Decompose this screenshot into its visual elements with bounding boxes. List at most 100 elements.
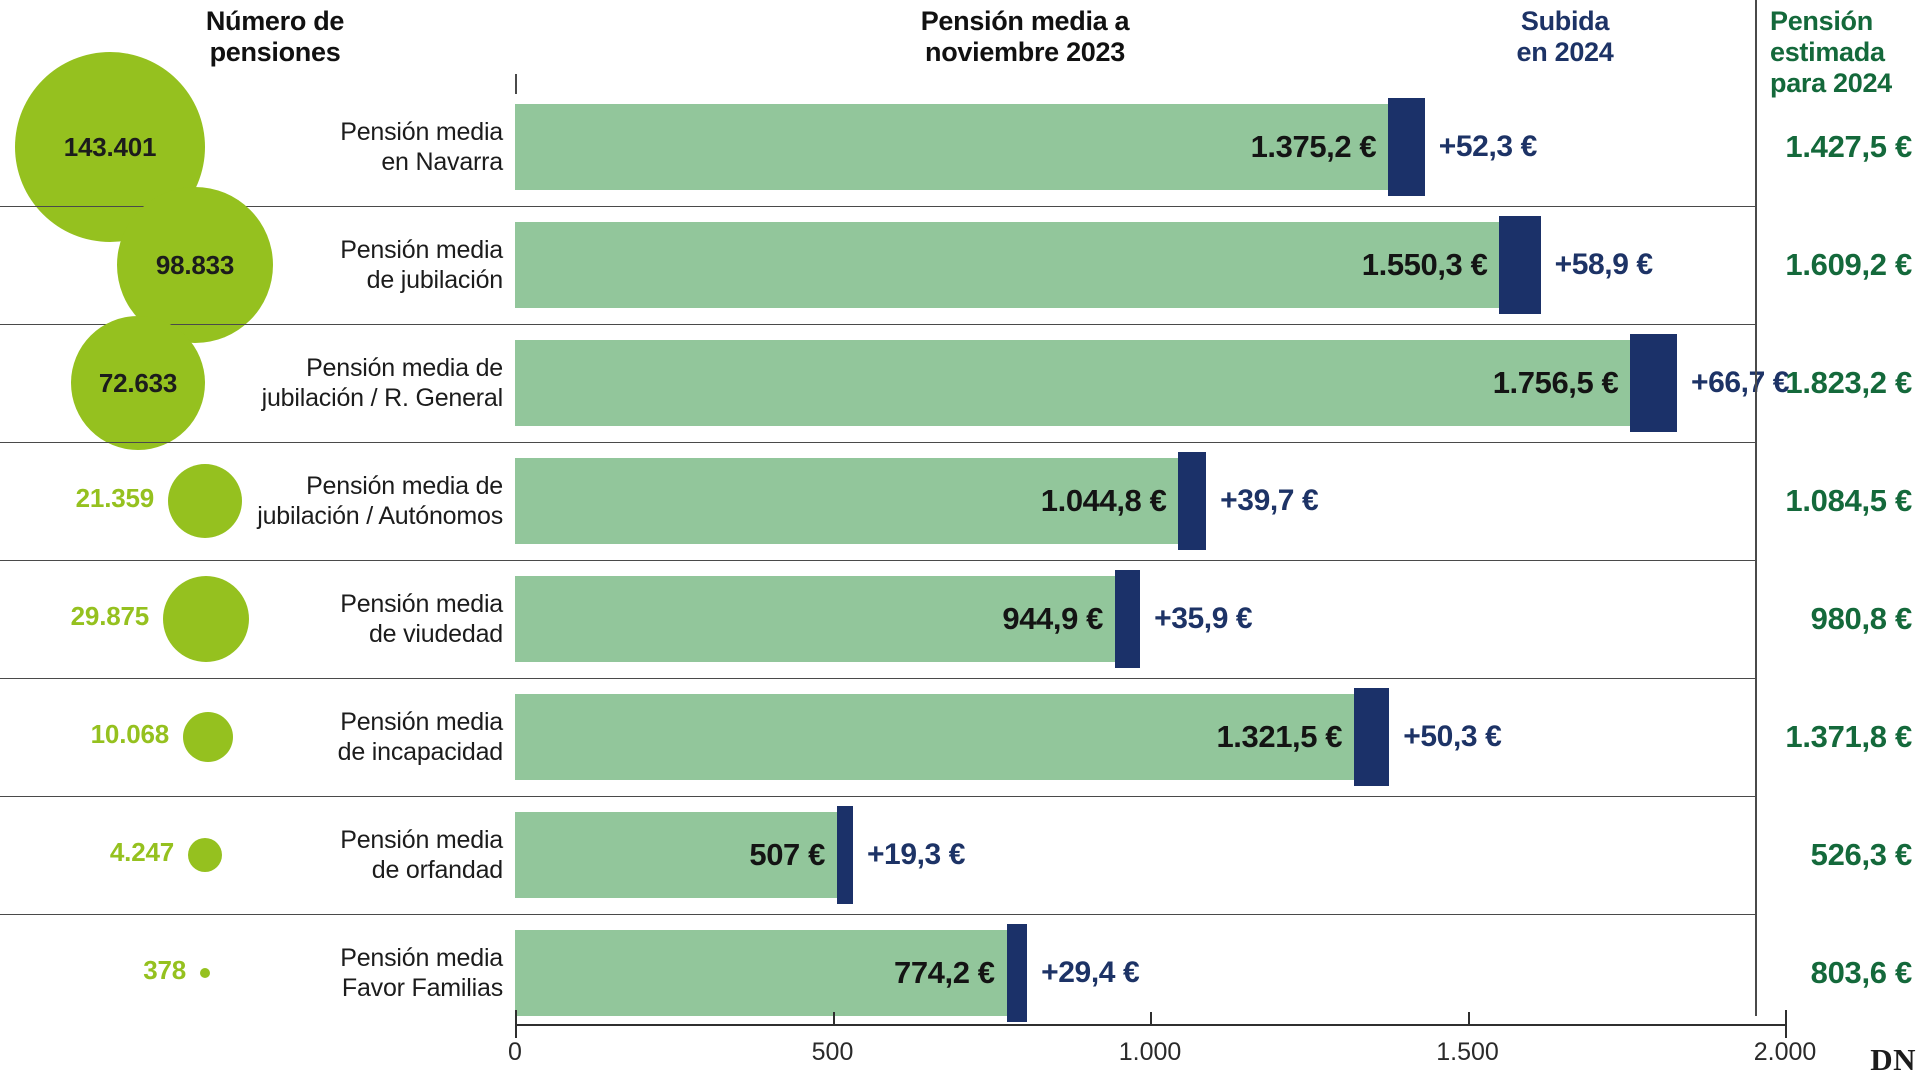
- bubble-cell: 21.359: [0, 442, 300, 560]
- category-label: Pensión media Favor Familias: [255, 943, 503, 1003]
- bubble-count-label: 72.633: [98, 367, 178, 398]
- estimated-value-label: 803,6 €: [1810, 955, 1913, 990]
- chart-rows: 143.401 Pensión media en Navarra 1.375,2 € +…: [0, 52, 1920, 1032]
- estimated-value-label: 1.609,2 €: [1785, 247, 1912, 282]
- chart-row: 143.401 Pensión media en Navarra 1.375,2 € +…: [0, 52, 1920, 242]
- rise-value-label: +35,9 €: [1154, 602, 1253, 635]
- row-separator: [0, 324, 1755, 325]
- bubble-count-label: 21.359: [75, 483, 155, 513]
- bubble-cell: 72.633: [0, 316, 300, 450]
- axis-tick: [1150, 1012, 1152, 1024]
- category-label-line1: Pensión media de: [306, 472, 503, 500]
- row-separator: [0, 796, 1755, 797]
- bar-value-label: 507 €: [749, 837, 825, 872]
- pension-count-bubble: [163, 576, 249, 662]
- estimated-column-divider: [1755, 0, 1757, 1016]
- axis-tick-stub: [515, 1024, 517, 1038]
- bar-pension-media-2023: [515, 930, 1007, 1016]
- bubble-count-label: 4.247: [109, 837, 174, 867]
- axis-tick-label: 500: [811, 1038, 854, 1066]
- bar-pension-media-2023: [515, 576, 1115, 662]
- rise-value-label: +66,7 €: [1690, 366, 1790, 399]
- bar-pension-media-2023: [515, 458, 1179, 544]
- category-label-line2: jubilación / R. General: [261, 384, 504, 412]
- category-label-line2: de jubilación: [366, 266, 504, 294]
- category-label-line2: de orfandad: [371, 856, 503, 884]
- category-label-line1: Pensión media: [340, 590, 503, 618]
- category-label-line2: jubilación / Autónomos: [257, 502, 503, 530]
- bubble-count-label: 378: [143, 955, 186, 985]
- category-label-line1: Pensión media: [340, 236, 503, 264]
- header-subida-2024: Subida en 2024: [1516, 6, 1614, 67]
- bar-pension-media-2023: [515, 222, 1500, 308]
- axis-line: [515, 1024, 1785, 1026]
- bar-value-label: 1.375,2 €: [1250, 129, 1377, 164]
- row-separator: [0, 442, 1755, 443]
- bubble-cell: 29.875: [0, 560, 300, 678]
- chart-row: 4.247 Pensión media de orfandad 507 € +19,3 …: [0, 796, 1920, 914]
- category-label: Pensión media de jubilación: [255, 235, 503, 295]
- rise-value-label: +29,4 €: [1041, 956, 1140, 989]
- row-separator: [0, 678, 1755, 679]
- rise-value-label: +39,7 €: [1220, 484, 1319, 517]
- bar-value-label: 1.756,5 €: [1492, 365, 1619, 400]
- pension-count-bubble: [168, 464, 242, 538]
- chart-row: 10.068 Pensión media de incapacidad 1.321,5…: [0, 678, 1920, 796]
- bar-subida-2024: [836, 806, 853, 904]
- category-label-line2: en Navarra: [381, 148, 503, 176]
- bubble-count-label: 10.068: [90, 719, 170, 749]
- axis-tick-label: 1.500: [1436, 1038, 1499, 1066]
- category-label-line2: de viudedad: [368, 620, 503, 648]
- category-label: Pensión media de jubilación / Autónomos: [255, 471, 503, 531]
- bubble-count-label: 29.875: [70, 601, 150, 631]
- bar-value-label: 1.550,3 €: [1361, 247, 1488, 282]
- category-label-line1: Pensión media: [340, 708, 503, 736]
- bar-subida-2024: [1006, 924, 1028, 1022]
- axis-tick: [1785, 1010, 1787, 1024]
- estimated-value-label: 526,3 €: [1810, 837, 1913, 872]
- pension-count-bubble: [200, 968, 210, 978]
- chart-row: 72.633 Pensión media de jubilación / R. Ge…: [0, 316, 1920, 450]
- header-pension-media: Pensión media a noviembre 2023: [920, 6, 1130, 67]
- bar-subida-2024: [1178, 452, 1207, 550]
- x-axis: 0 500 1.000 1.500 2.000: [0, 1010, 1920, 1080]
- category-label: Pensión media de incapacidad: [255, 707, 504, 767]
- bar-pension-media-2023: [515, 812, 837, 898]
- pension-count-bubble: [183, 712, 233, 762]
- rise-value-label: +58,9 €: [1554, 248, 1654, 281]
- bar-pension-media-2023: [515, 104, 1389, 190]
- estimated-value-label: 1.371,8 €: [1785, 719, 1912, 754]
- axis-tick-label: 1.000: [1118, 1038, 1182, 1066]
- row-separator: [0, 206, 1755, 207]
- pension-count-bubble: 72.633: [71, 316, 205, 450]
- dn-logo: DN: [1870, 1042, 1916, 1077]
- estimated-value-label: 1.427,5 €: [1785, 129, 1912, 164]
- bar-subida-2024: [1388, 98, 1425, 196]
- header-numero-pensiones: Número de pensiones: [205, 6, 345, 67]
- chart-row: 98.833 Pensión media de jubilación 1.550,3 …: [0, 187, 1920, 343]
- rise-value-label: +50,3 €: [1403, 720, 1502, 753]
- axis-tick: [515, 1010, 517, 1024]
- axis-tick: [832, 1012, 835, 1024]
- estimated-value-label: 1.084,5 €: [1785, 483, 1912, 518]
- bar-subida-2024: [1630, 334, 1677, 432]
- chart-header: Número de pensiones Pensión media a noviem…: [0, 0, 1920, 98]
- pension-count-bubble: 98.833: [117, 187, 273, 343]
- axis-tick-stub: [1785, 1024, 1787, 1038]
- bubble-count-label: 98.833: [155, 249, 235, 280]
- category-label-line1: Pensión media: [340, 826, 503, 854]
- bubble-cell: 10.068: [0, 678, 300, 796]
- bubble-cell: 4.247: [0, 796, 300, 914]
- category-label-line2: de incapacidad: [337, 738, 504, 766]
- estimated-value-label: 1.823,2 €: [1785, 365, 1912, 400]
- header-pension-estimada: Pensión estimada para 2024: [1770, 6, 1892, 98]
- bubble-count-label: 143.401: [63, 131, 157, 162]
- axis-tick-label: 2.000: [1753, 1038, 1817, 1066]
- pension-count-bubble: [188, 838, 222, 872]
- bubble-cell: 378: [0, 914, 300, 1032]
- estimated-value-label: 980,8 €: [1810, 601, 1913, 636]
- bar-value-label: 1.044,8 €: [1040, 483, 1167, 518]
- category-label: Pensión media en Navarra: [255, 117, 503, 177]
- bar-value-label: 1.321,5 €: [1216, 719, 1343, 754]
- axis-tick: [1467, 1012, 1470, 1024]
